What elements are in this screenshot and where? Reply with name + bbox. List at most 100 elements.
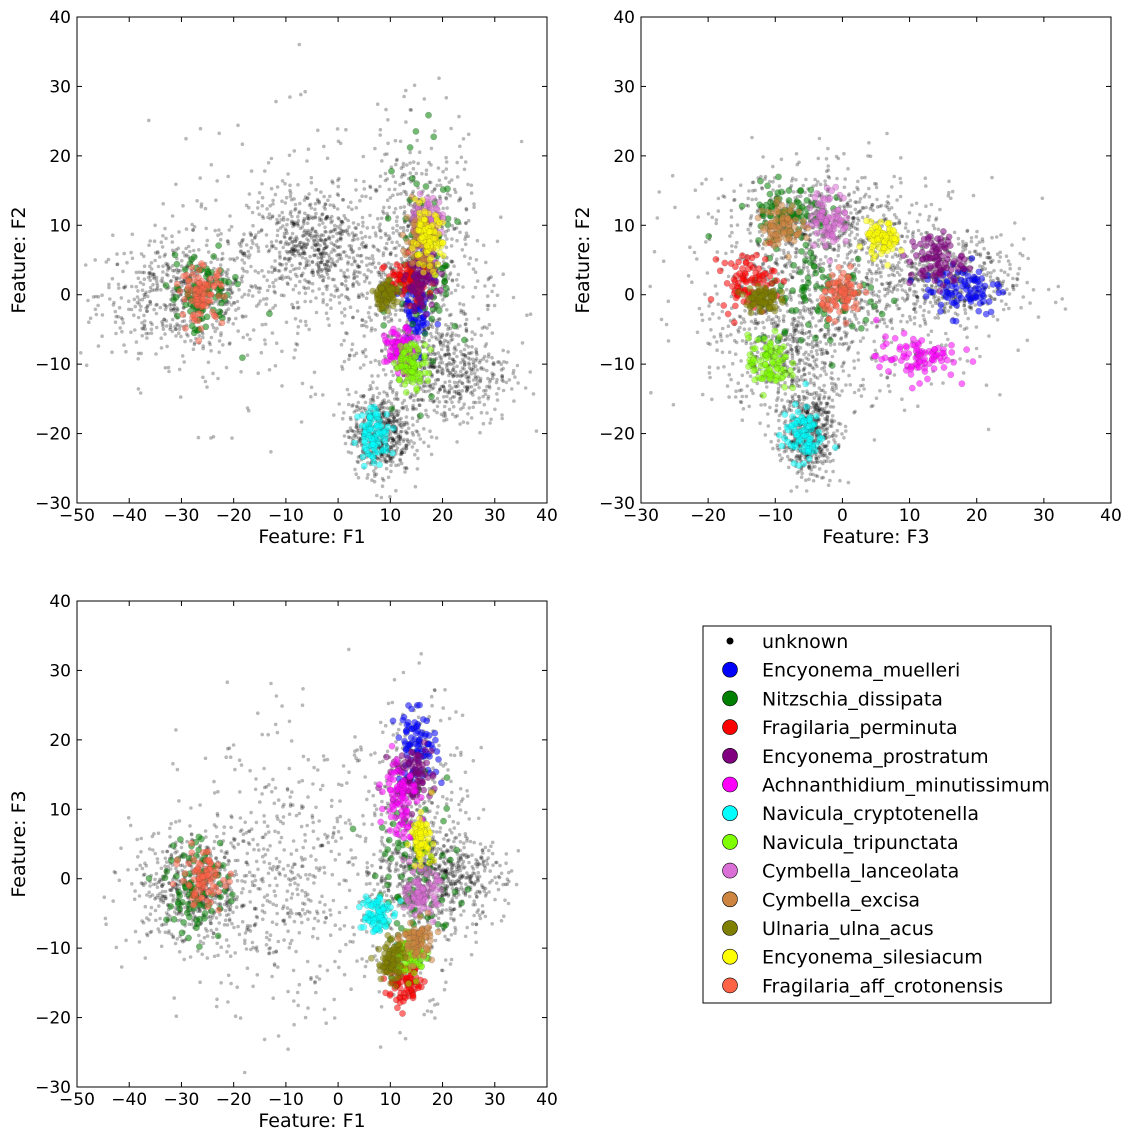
x-tick-label: 30	[484, 1090, 506, 1110]
x-tick-label: 30	[1033, 506, 1055, 526]
x-tick-label: −50	[59, 1090, 95, 1110]
x-tick-label: 0	[333, 506, 344, 526]
x-tick-label: 10	[899, 506, 921, 526]
x-tick-label: −40	[111, 1090, 147, 1110]
species-point-cluster	[870, 316, 977, 392]
y-tick-label: 10	[49, 800, 71, 820]
y-tick-label: 0	[60, 286, 71, 306]
x-tick-label: 0	[333, 1090, 344, 1110]
legend-label: Encyonema_silesiacum	[762, 947, 983, 969]
legend-label: Cymbella_lanceolata	[762, 861, 959, 883]
legend-marker	[722, 776, 738, 793]
y-tick-label: −20	[35, 425, 71, 445]
x-tick-label: −30	[623, 506, 659, 526]
y-tick-label: 40	[49, 592, 71, 612]
x-tick-label: 20	[966, 506, 988, 526]
y-tick-label: −20	[35, 1009, 71, 1029]
legend-entry: Navicula_cryptotenella	[722, 803, 979, 825]
x-tick-label: 20	[432, 1090, 454, 1110]
legend-entry: Fragilaria_perminuta	[722, 717, 958, 739]
x-tick-label: 40	[536, 506, 558, 526]
unknown-point-cloud	[216, 179, 413, 360]
legend-marker	[722, 977, 738, 994]
legend-marker	[722, 920, 738, 936]
x-tick-label: −20	[216, 1090, 252, 1110]
species-point-cluster	[803, 183, 851, 265]
legend-entry: Achnanthidium_minutissimum	[722, 775, 1050, 797]
x-tick-label: 40	[536, 1090, 558, 1110]
y-tick-label: 40	[49, 8, 71, 28]
unknown-point-cloud	[83, 202, 300, 391]
legend-marker	[722, 948, 738, 965]
species-point-cluster	[818, 262, 870, 327]
unknown-point-cloud	[648, 135, 1064, 485]
species-point-cluster	[775, 380, 839, 470]
legend-label: Ulnaria_ulna_acus	[762, 918, 934, 940]
unknown-point-cloud	[126, 647, 475, 1075]
legend-marker	[722, 719, 738, 735]
panel-blobs	[77, 42, 539, 500]
species-point-cluster	[404, 788, 438, 870]
y-tick-label: 30	[49, 77, 71, 97]
species-point-cluster	[369, 276, 404, 315]
x-tick-label: −30	[163, 506, 199, 526]
axis-ticks: −30 −20 −10 0 10 20 30 40 −30 −20 −10 0 10 20 30 40	[599, 8, 1122, 526]
panel-blobs	[648, 131, 1068, 493]
y-tick-label: 10	[613, 216, 635, 236]
legend-entry: Nitzschia_dissipata	[722, 688, 943, 710]
legend-marker	[726, 637, 734, 645]
axis-ticks: −50 −40 −30 −20 −10 0 10 20 30 40 −30 −20 −10 0 10 20 30…	[35, 8, 558, 526]
x-axis-label: Feature: F1	[258, 526, 365, 548]
scatter-panel-f3-f2: −30 −20 −10 0 10 20 30 40 −30 −20 −10 0 10 20 30 40 Fea…	[572, 8, 1122, 548]
y-tick-label: 20	[613, 147, 635, 167]
plot-frame	[76, 600, 548, 1088]
legend-marker	[722, 747, 738, 764]
scatter-panel-f1-f2: −50 −40 −30 −20 −10 0 10 20 30 40 −30 −20 −10 0 10 20 30…	[8, 8, 558, 548]
y-tick-label: −30	[35, 494, 71, 514]
legend-label: Encyonema_prostratum	[762, 746, 989, 768]
y-tick-label: 30	[613, 77, 635, 97]
species-point-cluster	[173, 260, 228, 345]
legend-entry: Ulnaria_ulna_acus	[722, 918, 934, 940]
y-tick-label: 10	[49, 216, 71, 236]
plot-frame	[640, 16, 1112, 504]
species-point-cluster	[355, 893, 404, 936]
legend-entries: unknown Encyonema_muelleri Nitzschia_dissi…	[722, 631, 1050, 997]
y-tick-label: −10	[35, 939, 71, 959]
species-point-cluster	[900, 228, 974, 295]
species-point-cluster	[754, 196, 812, 261]
y-axis-label: Feature: F3	[8, 790, 30, 897]
scatter-panel-f1-f3: −50 −40 −30 −20 −10 0 10 20 30 40 −30 −20 −10 0 10 20 30…	[8, 592, 558, 1132]
x-tick-label: 0	[837, 506, 848, 526]
y-axis-label: Feature: F2	[572, 206, 594, 313]
x-axis-label: Feature: F3	[822, 526, 929, 548]
y-tick-label: −10	[35, 355, 71, 375]
legend-label: Navicula_cryptotenella	[762, 803, 979, 825]
x-tick-label: −30	[163, 1090, 199, 1110]
legend-entry: unknown	[726, 631, 848, 653]
legend-label: Navicula_tripunctata	[762, 832, 959, 854]
x-tick-label: 10	[380, 506, 402, 526]
y-tick-label: −10	[599, 355, 635, 375]
legend-marker	[722, 690, 738, 707]
species-point-cluster	[734, 282, 787, 317]
x-tick-label: −20	[216, 506, 252, 526]
x-tick-label: −10	[268, 506, 304, 526]
species-point-cluster	[907, 254, 1007, 325]
y-tick-label: 40	[613, 8, 635, 28]
x-tick-label: −10	[757, 506, 793, 526]
species-point-cluster	[390, 339, 435, 396]
species-point-cluster	[367, 931, 409, 990]
y-tick-label: 20	[49, 731, 71, 751]
plot-frame	[76, 16, 548, 504]
species-point-cluster	[399, 855, 446, 926]
legend-label: Nitzschia_dissipata	[762, 688, 943, 710]
x-tick-label: 40	[1100, 506, 1122, 526]
x-tick-label: −20	[690, 506, 726, 526]
y-axis-label: Feature: F2	[8, 206, 30, 313]
legend-marker	[722, 834, 738, 850]
species-point-cluster	[376, 742, 426, 842]
legend-marker	[722, 891, 738, 908]
species-point-cluster	[351, 403, 397, 470]
